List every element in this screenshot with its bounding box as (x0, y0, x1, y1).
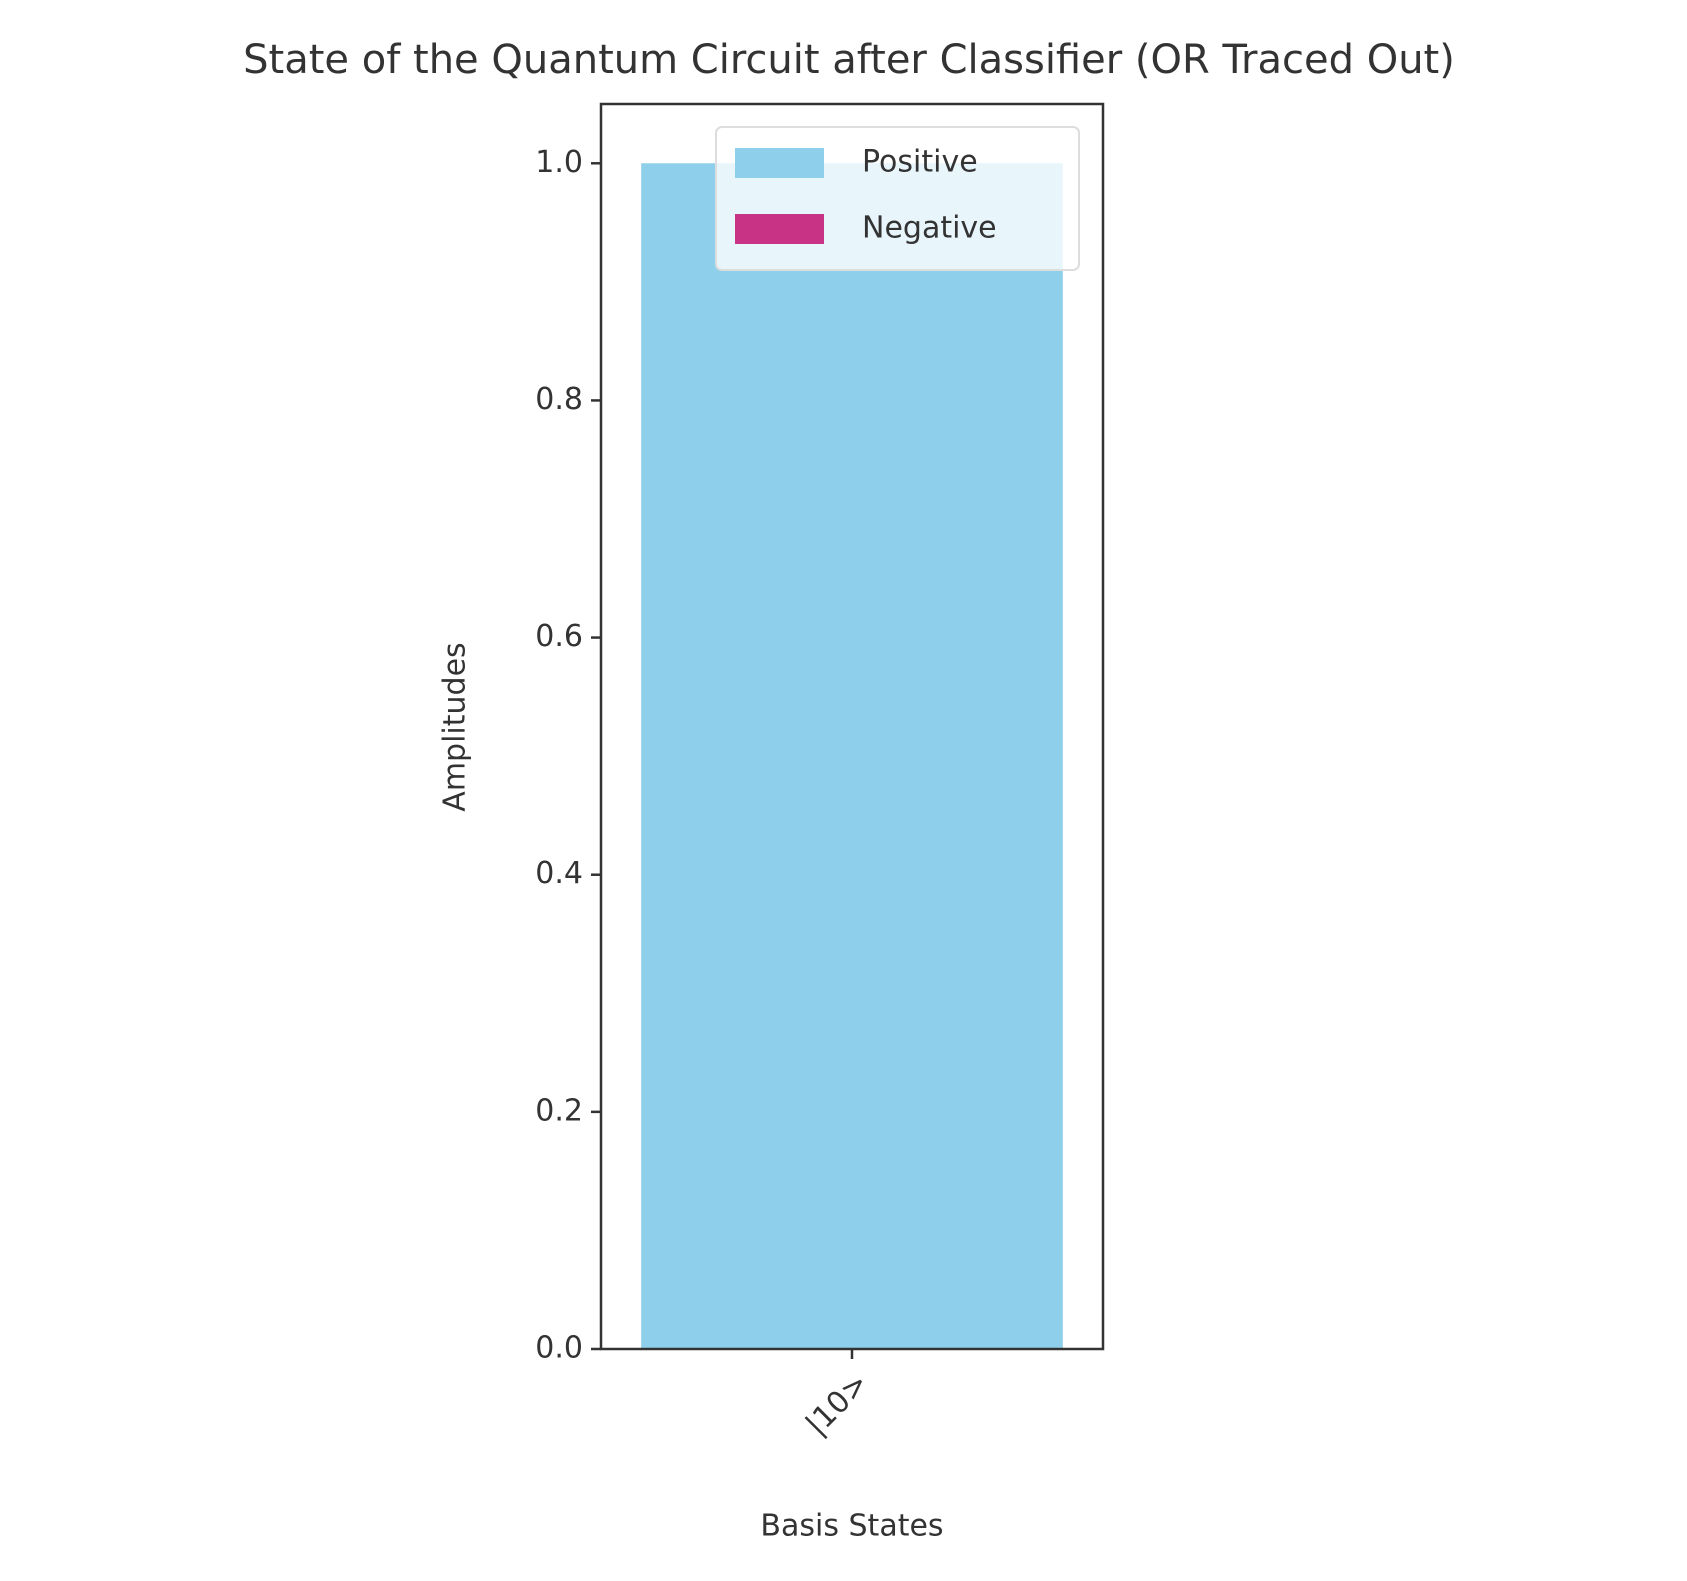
y-tick-label: 0.4 (535, 856, 583, 891)
chart-title: State of the Quantum Circuit after Class… (243, 37, 1455, 83)
y-tick-label: 0.8 (535, 382, 583, 417)
x-tick-label: |10> (799, 1366, 876, 1443)
y-tick-label: 0.2 (535, 1093, 583, 1128)
y-tick-label: 0.6 (535, 619, 583, 654)
legend-label: Negative (862, 211, 997, 246)
plot-frame (599, 102, 1105, 1351)
legend-label: Positive (862, 145, 978, 180)
y-tick-label: 0.0 (535, 1331, 583, 1366)
y-axis-label: Amplitudes (438, 642, 473, 811)
bar (641, 163, 1063, 1349)
x-axis-label: Basis States (760, 1509, 943, 1544)
legend: Positive Negative (715, 126, 1080, 271)
legend-swatch (735, 148, 824, 178)
legend-swatch (735, 214, 824, 244)
y-tick-label: 1.0 (535, 145, 583, 180)
